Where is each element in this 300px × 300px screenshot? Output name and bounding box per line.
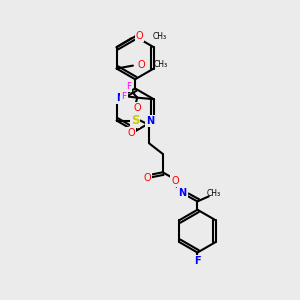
Text: N: N: [178, 188, 187, 198]
Text: N: N: [146, 116, 154, 126]
Text: O: O: [133, 103, 141, 113]
Text: O: O: [136, 31, 143, 41]
Text: F: F: [126, 82, 131, 91]
Text: O: O: [127, 128, 135, 138]
Text: N: N: [116, 93, 124, 103]
Text: O: O: [171, 176, 179, 186]
Text: F: F: [132, 104, 137, 113]
Text: S: S: [131, 114, 139, 127]
Text: CH₃: CH₃: [154, 61, 168, 70]
Text: O: O: [143, 173, 151, 183]
Text: CH₃: CH₃: [152, 32, 167, 41]
Text: F: F: [194, 256, 201, 266]
Text: F: F: [122, 92, 127, 101]
Text: O: O: [137, 60, 145, 70]
Text: CH₃: CH₃: [207, 189, 221, 198]
